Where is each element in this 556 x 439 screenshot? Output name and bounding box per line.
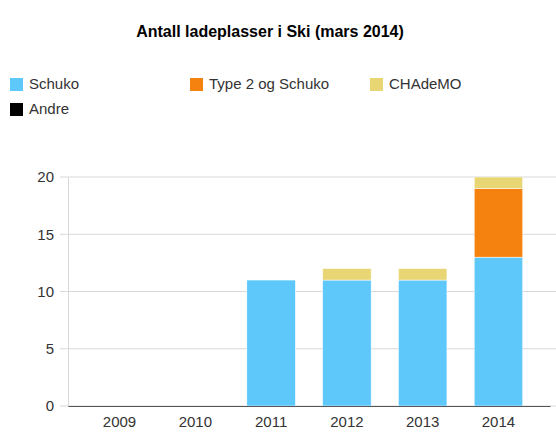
bar [398, 269, 447, 280]
bar [95, 406, 144, 407]
x-axis: 2009 2010 2011 2012 2013 2014 [69, 406, 551, 430]
y-tick: 15 [37, 226, 68, 243]
series [474, 188, 523, 257]
y-tick-label: 20 [37, 168, 54, 185]
legend-label: Schuko [29, 75, 79, 92]
legend-label: CHAdeMO [389, 75, 462, 92]
x-tick: 2014 [482, 406, 515, 430]
legend-item: Andre [10, 100, 69, 117]
bar [474, 257, 523, 406]
bar [95, 406, 144, 407]
bar [171, 406, 220, 407]
x-tick-label: 2013 [406, 413, 439, 430]
bar [474, 188, 523, 257]
legend-item: Schuko [10, 75, 79, 92]
bars [247, 177, 523, 406]
bar [247, 280, 296, 281]
bar [398, 280, 447, 406]
y-tick: 5 [46, 340, 68, 357]
legend-swatch [10, 103, 23, 116]
bar [247, 280, 296, 281]
x-tick: 2010 [179, 406, 212, 430]
legend-swatch [10, 78, 23, 91]
x-tick: 2011 [255, 406, 287, 430]
x-tick-label: 2011 [255, 413, 287, 430]
legend-label: Andre [29, 100, 69, 117]
x-tick-label: 2009 [103, 413, 136, 430]
bar [95, 406, 144, 407]
x-tick: 2012 [330, 406, 363, 430]
y-tick-label: 0 [46, 397, 54, 414]
chart: Antall ladeplasser i Ski (mars 2014) Schu… [0, 0, 556, 439]
bar [171, 406, 220, 407]
y-tick: 20 [37, 168, 68, 185]
bar [247, 280, 296, 406]
bar [171, 406, 220, 407]
bar [323, 280, 372, 406]
x-tick: 2013 [406, 406, 439, 430]
series [323, 177, 523, 280]
title: Antall ladeplasser i Ski (mars 2014) [136, 23, 404, 40]
legend-swatch [190, 78, 203, 91]
bar [95, 406, 144, 407]
bar [323, 269, 372, 280]
y-tick-label: 15 [37, 226, 54, 243]
legend-label: Type 2 og Schuko [209, 75, 329, 92]
legend-swatch [370, 78, 383, 91]
x-tick-label: 2010 [179, 413, 212, 430]
y-tick: 0 [46, 397, 68, 414]
x-tick-label: 2014 [482, 413, 515, 430]
bar [323, 268, 372, 269]
bar [171, 406, 220, 407]
bar [398, 268, 447, 269]
y-axis-line [68, 178, 69, 407]
plot: 0 5 10 15 20 2009 2010 2011 2012 2013 2014 [37, 168, 556, 429]
legend-item: Type 2 og Schuko [190, 75, 329, 92]
bar [474, 177, 523, 178]
legend: Schuko Type 2 og Schuko CHAdeMO Andre [10, 75, 462, 117]
x-axis-line [69, 406, 551, 407]
x-tick: 2009 [103, 406, 136, 430]
x-tick-label: 2012 [330, 413, 363, 430]
y-tick-label: 5 [46, 340, 54, 357]
y-tick-label: 10 [37, 283, 54, 300]
y-axis: 0 5 10 15 20 [37, 168, 68, 414]
grid [60, 177, 556, 406]
y-tick: 10 [37, 283, 68, 300]
legend-item: CHAdeMO [370, 75, 462, 92]
bar [247, 280, 296, 281]
bar [474, 177, 523, 188]
series [247, 257, 523, 406]
